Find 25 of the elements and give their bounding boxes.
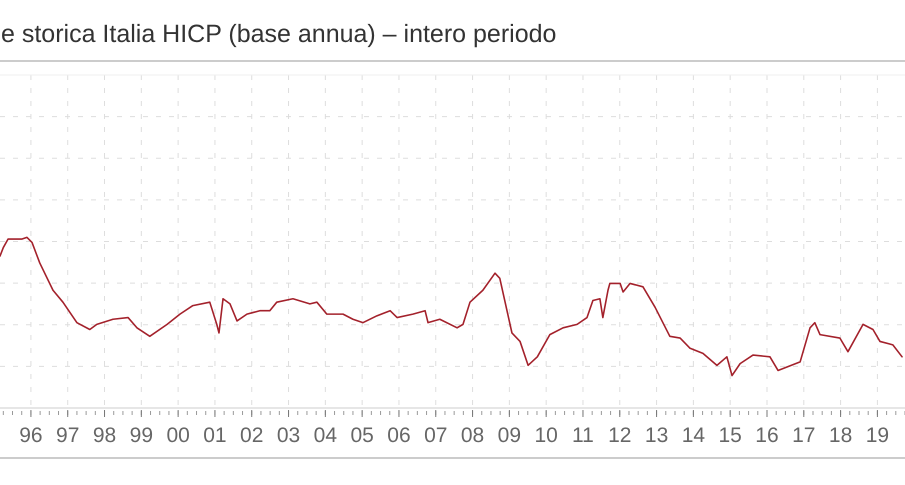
x-tick-label: 17: [792, 424, 816, 447]
x-tick-label: 15: [718, 424, 742, 447]
x-tick-label: 13: [644, 424, 668, 447]
x-tick-label: 05: [350, 424, 374, 447]
x-tick-label: 98: [92, 424, 116, 447]
x-tick-label: 08: [460, 424, 484, 447]
x-tick-label: 10: [534, 424, 558, 447]
x-tick-label: 03: [276, 424, 300, 447]
chart-title: e storica Italia HICP (base annua) – intero periodo: [1, 20, 556, 48]
x-tick-label: 01: [203, 424, 227, 447]
x-tick-label: 07: [424, 424, 448, 447]
x-tick-label: 18: [828, 424, 852, 447]
x-tick-label: 14: [682, 424, 706, 447]
x-tick-label: 97: [56, 424, 80, 447]
x-tick-label: 96: [19, 424, 43, 447]
x-tick-label: 02: [240, 424, 264, 447]
x-tick-label: 06: [387, 424, 411, 447]
x-tick-label: 00: [166, 424, 190, 447]
x-tick-label: 99: [130, 424, 154, 447]
x-tick-label: 11: [572, 424, 594, 447]
x-tick-label: 04: [314, 424, 338, 447]
x-tick-label: 12: [608, 424, 632, 447]
x-tick-label: 16: [755, 424, 779, 447]
x-tick-label: 19: [866, 424, 890, 447]
x-tick-label: 09: [498, 424, 522, 447]
